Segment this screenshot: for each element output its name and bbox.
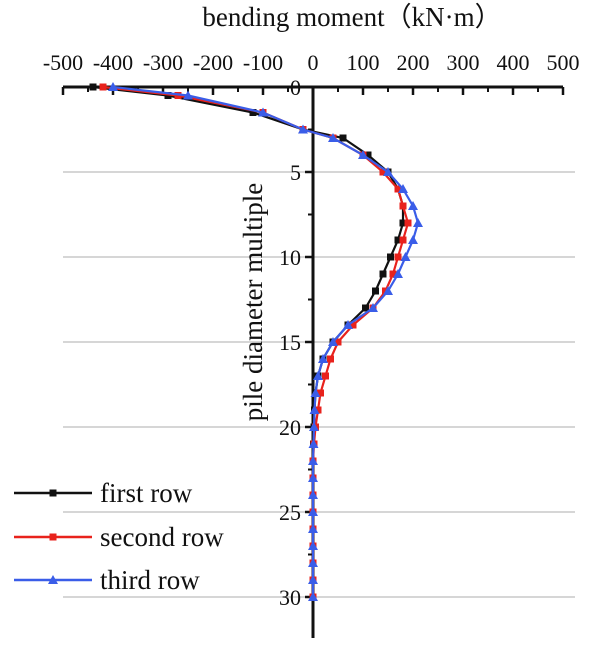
x-tick-label: 300	[447, 50, 480, 75]
data-point	[308, 524, 318, 533]
data-point	[298, 124, 308, 134]
data-point	[362, 304, 369, 312]
data-point	[249, 109, 257, 116]
data-point	[408, 235, 418, 244]
x-tick-label: -500	[43, 50, 83, 75]
data-point	[89, 83, 97, 91]
x-tick-label: -200	[193, 50, 233, 75]
data-point	[399, 219, 407, 227]
legend-item: first row	[14, 478, 193, 508]
x-tick-label: 100	[347, 50, 380, 75]
legend-label: first row	[100, 478, 193, 508]
data-point	[413, 218, 423, 227]
data-point	[327, 355, 334, 363]
x-tick-label: 400	[497, 50, 530, 75]
data-point	[393, 269, 403, 278]
x-axis-title: bending moment（kN·m）	[202, 2, 501, 32]
data-point	[318, 354, 328, 363]
data-point	[383, 286, 393, 295]
data-point	[383, 167, 393, 176]
data-point	[314, 406, 322, 414]
y-tick-label: 20	[279, 415, 301, 440]
data-point	[322, 372, 329, 380]
data-point	[358, 150, 368, 159]
data-point	[308, 592, 318, 601]
x-tick-label: -100	[243, 50, 283, 75]
series-group	[89, 82, 423, 601]
legend-label: second row	[100, 522, 224, 552]
data-point	[394, 236, 402, 244]
data-point	[99, 83, 107, 91]
data-point	[308, 456, 318, 465]
data-point	[389, 270, 397, 278]
x-tick-labels: -500 -400 -300 -200 -100 0 100 200 300 400 500	[43, 50, 580, 75]
data-point	[379, 168, 387, 176]
data-point	[368, 303, 378, 312]
gridlines	[63, 171, 575, 598]
data-point	[183, 90, 193, 100]
x-tick-label: -300	[143, 50, 183, 75]
x-tick-label: 0	[308, 50, 319, 75]
data-point	[400, 252, 411, 261]
data-point	[174, 92, 182, 99]
data-point	[349, 321, 357, 329]
data-point	[317, 389, 324, 397]
data-point	[364, 151, 372, 159]
y-tick-label: 15	[279, 330, 301, 355]
data-point	[334, 338, 342, 346]
data-point	[408, 201, 418, 210]
series-third-row	[108, 82, 423, 601]
legend: first row second row third row	[14, 478, 224, 595]
data-point	[164, 92, 172, 99]
legend-item: third row	[14, 565, 200, 595]
legend-item: second row	[14, 522, 224, 552]
x-tick-label: -400	[93, 50, 133, 75]
data-point	[328, 337, 338, 346]
y-tick-labels: 0 5 10 15 20 25 30	[279, 75, 301, 610]
legend-marker	[49, 489, 57, 497]
data-point	[394, 253, 402, 261]
legend-label: third row	[100, 565, 200, 595]
data-point	[308, 490, 318, 499]
y-tick-label: 30	[279, 585, 301, 610]
data-point	[308, 558, 318, 567]
data-point	[339, 134, 347, 142]
y-tick-label: 0	[290, 75, 301, 100]
data-point	[313, 371, 323, 380]
data-point	[308, 473, 318, 482]
data-point	[387, 253, 394, 261]
y-tick-label: 5	[290, 160, 301, 185]
x-tick-label: 200	[397, 50, 430, 75]
data-point	[310, 388, 321, 397]
data-point	[309, 422, 319, 431]
data-point	[308, 507, 318, 516]
data-point	[308, 575, 318, 584]
data-point	[343, 320, 353, 329]
data-point	[404, 219, 412, 227]
data-point	[399, 236, 407, 244]
data-point	[258, 107, 268, 117]
data-point	[379, 270, 387, 278]
data-point	[399, 202, 407, 210]
data-point	[394, 185, 402, 193]
data-point	[308, 541, 318, 550]
data-point	[372, 287, 379, 295]
legend-marker	[49, 533, 57, 541]
data-point	[308, 439, 319, 448]
y-axis-title: pile diameter multiple	[238, 183, 268, 421]
data-point	[309, 405, 320, 414]
legend-marker	[48, 575, 58, 584]
x-tick-label: 500	[547, 50, 580, 75]
data-point	[398, 184, 408, 193]
y-tick-label: 10	[279, 245, 301, 270]
data-point	[108, 82, 118, 91]
y-tick-label: 25	[279, 500, 301, 525]
data-point	[328, 133, 338, 142]
